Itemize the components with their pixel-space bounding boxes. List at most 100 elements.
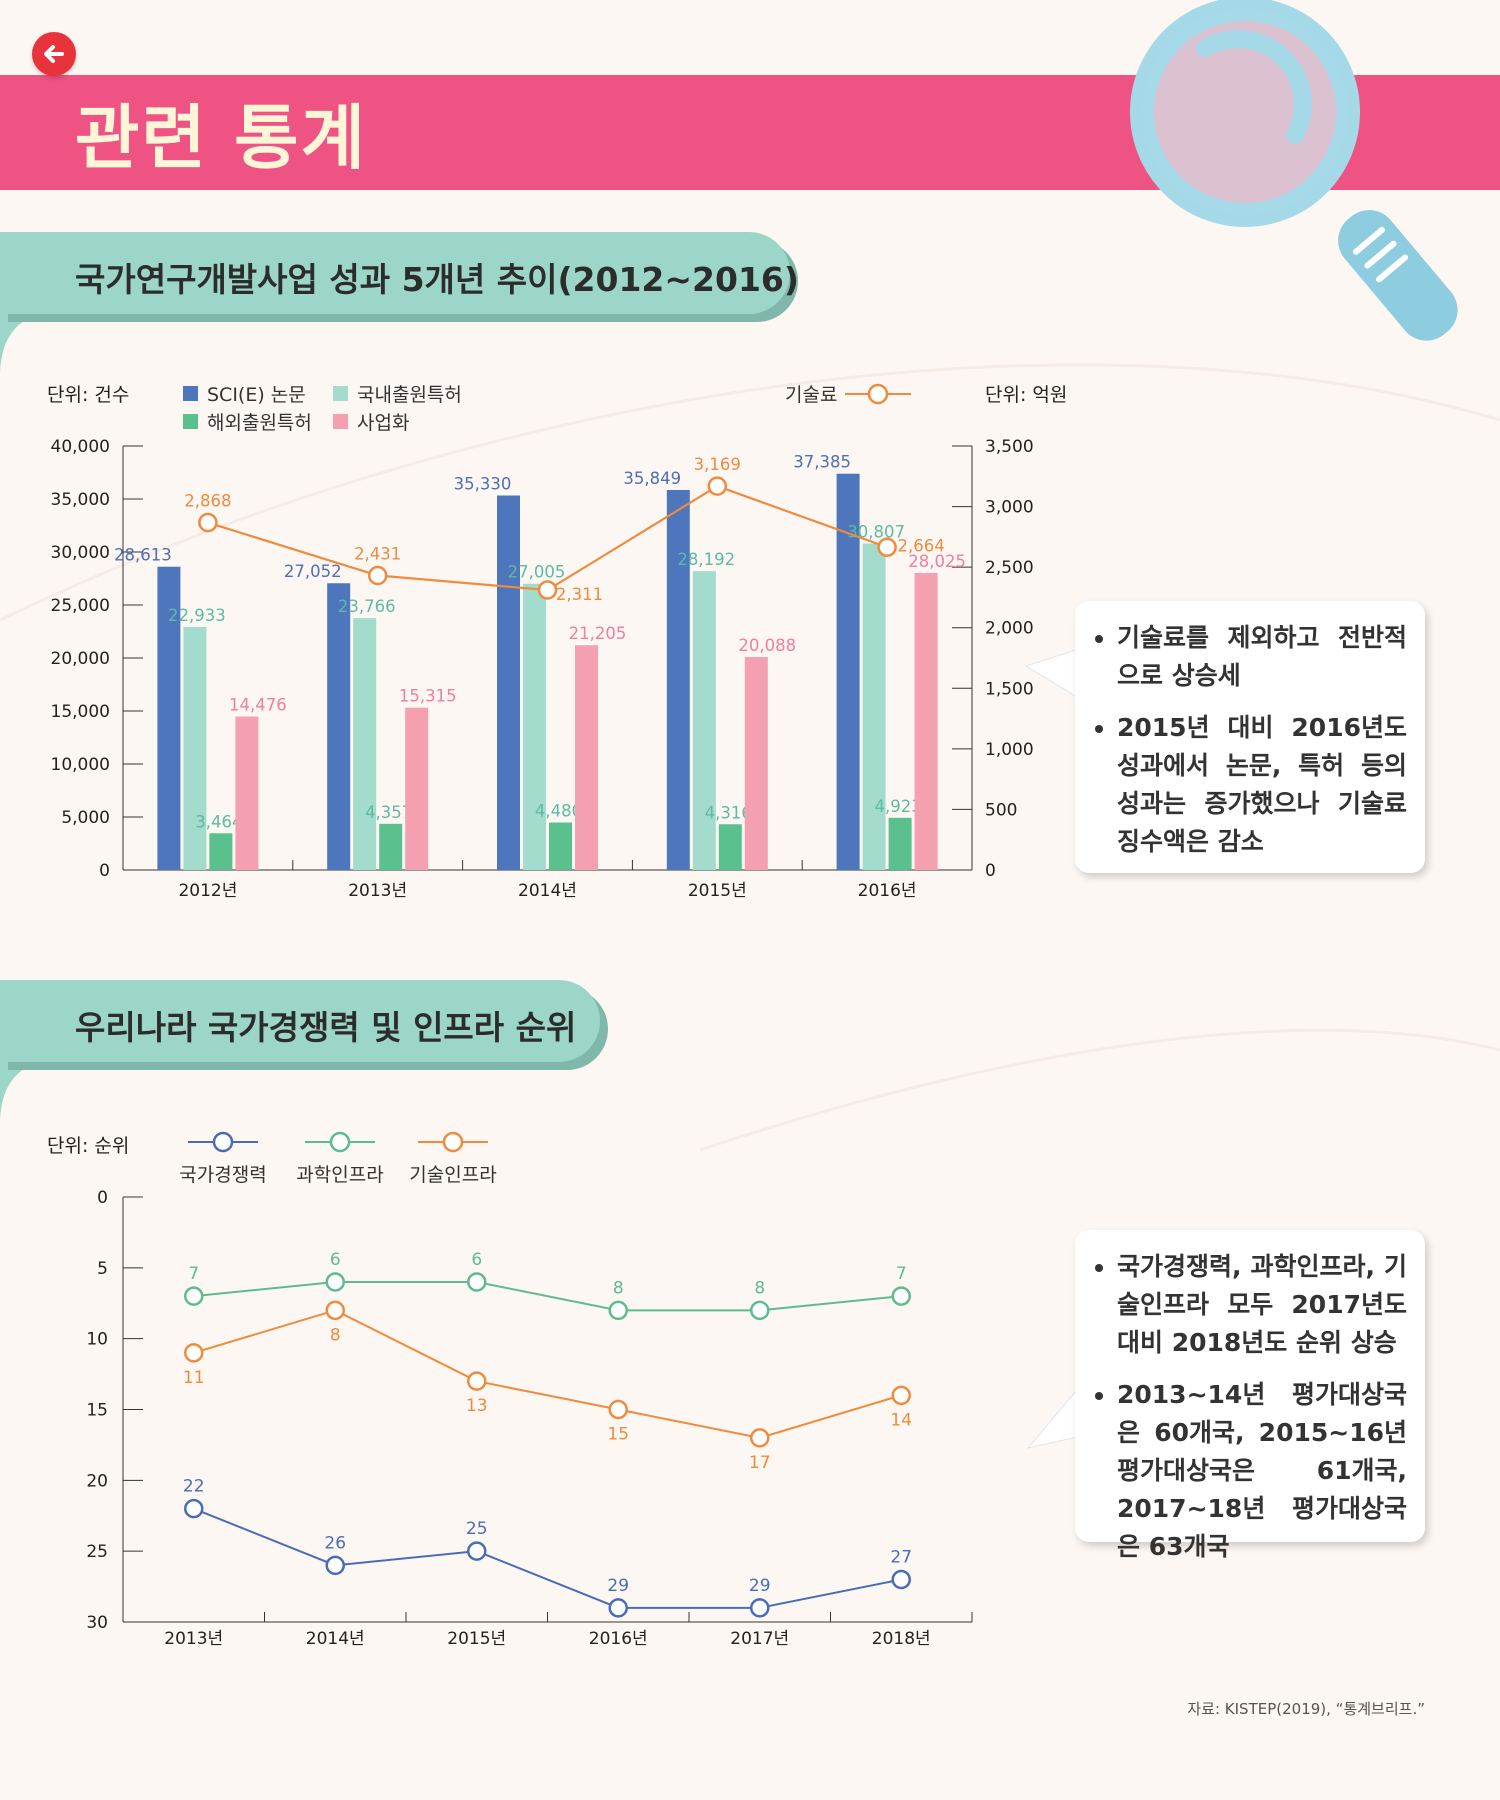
rank-point <box>750 1300 770 1321</box>
section-1-tab <box>0 232 790 314</box>
y-tick-label: 25,000 <box>51 596 110 616</box>
rank-point <box>325 1272 345 1292</box>
y-tick-label: 10 <box>86 1330 108 1350</box>
y-tick-label: 15 <box>86 1401 108 1421</box>
bar-value-label: 15,315 <box>399 687 457 706</box>
rank-value-label: 25 <box>466 1519 488 1539</box>
section-2-title: 우리나라 국가경쟁력 및 인프라 순위 <box>75 1008 577 1047</box>
callout-box-1: 기술료를 제외하고 전반적으로 상승세 2015년 대비 2016년도 성과에서… <box>1075 601 1425 873</box>
rank-value-label: 6 <box>330 1250 341 1270</box>
bar-value-label: 35,849 <box>623 469 681 488</box>
page-title: 관련 통계 <box>75 97 367 179</box>
bar-value-label: 35,330 <box>454 475 512 494</box>
bar <box>914 572 938 870</box>
y2-tick-label: 0 <box>985 861 996 881</box>
bar <box>157 566 181 870</box>
bar <box>575 645 598 870</box>
legend-royalty: 기술료 <box>785 380 912 407</box>
bar <box>718 824 742 870</box>
legend-label: 해외출원특허 <box>207 412 312 434</box>
legend-tech-marker <box>418 1131 488 1153</box>
rank-value-label: 14 <box>890 1410 912 1430</box>
bar <box>327 583 351 870</box>
legend-tech-infra: 기술인프라 <box>409 1164 497 1186</box>
royalty-value-label: 3,169 <box>694 455 741 474</box>
royalty-point <box>198 512 218 533</box>
x-tick-label: 2014년 <box>518 881 577 901</box>
royalty-value-label: 2,868 <box>184 492 231 511</box>
x-tick-label: 2017년 <box>730 1629 789 1649</box>
bar-value-label: 21,205 <box>569 624 627 643</box>
y-tick-label: 30,000 <box>51 543 110 563</box>
y-tick-label: 20,000 <box>51 649 110 669</box>
legend-competitiveness: 국가경쟁력 <box>179 1164 267 1186</box>
bar-value-label: 4,357 <box>365 803 412 822</box>
legend-line-marker <box>845 383 912 404</box>
legend-swatch <box>333 414 348 429</box>
rank-point <box>467 1371 487 1391</box>
rank-line <box>193 1507 902 1609</box>
magnifier-icon <box>1130 0 1458 341</box>
bar-value-label: 3,464 <box>195 812 242 831</box>
x-tick-label: 2016년 <box>589 1629 648 1649</box>
legend-label: 국내출원특허 <box>357 384 462 406</box>
callout-point: 2015년 대비 2016년도 성과에서 논문, 특허 등의 성과는 증가했으나… <box>1117 709 1407 861</box>
y-tick-label: 35,000 <box>51 490 110 510</box>
x-tick-label: 2012년 <box>178 881 237 901</box>
bar-value-label: 27,052 <box>284 562 342 581</box>
x-tick-label: 2015년 <box>688 881 747 901</box>
royalty-value-label: 2,311 <box>556 585 603 604</box>
y-tick-label: 5 <box>97 1259 108 1279</box>
rank-point <box>325 1300 345 1321</box>
rank-value-label: 8 <box>754 1278 765 1298</box>
bar <box>888 817 912 870</box>
y2-tick-label: 2,500 <box>985 558 1034 578</box>
rank-point <box>608 1598 628 1618</box>
unit-rank: 단위: 순위 <box>47 1135 130 1157</box>
y-tick-label: 10,000 <box>51 755 110 775</box>
rank-point <box>891 1286 911 1306</box>
bar-value-label: 4,316 <box>705 803 752 822</box>
y2-tick-label: 3,000 <box>985 498 1034 518</box>
bar-value-label: 22,933 <box>168 606 226 625</box>
bar-value-label: 20,088 <box>738 636 796 655</box>
rank-value-label: 22 <box>183 1477 205 1497</box>
rank-point <box>467 1541 487 1561</box>
legend-label: 사업화 <box>357 412 410 434</box>
bar-value-label: 28,025 <box>908 552 966 571</box>
section-1-title: 국가연구개발사업 성과 5개년 추이(2012~2016) <box>75 260 799 299</box>
legend-sci: SCI(E) 논문 <box>183 380 306 407</box>
rank-point <box>325 1555 345 1576</box>
rank-point <box>184 1498 204 1519</box>
bar <box>379 823 403 870</box>
y2-tick-label: 1,500 <box>985 679 1034 699</box>
unit-right: 단위: 억원 <box>985 384 1068 406</box>
bar-value-label: 23,766 <box>338 597 396 616</box>
bar <box>549 822 572 870</box>
bar <box>862 543 886 870</box>
unit-left: 단위: 건수 <box>47 384 130 406</box>
bar <box>497 495 520 870</box>
y-tick-label: 20 <box>86 1471 108 1491</box>
rank-value-label: 6 <box>471 1250 482 1270</box>
y-tick-label: 0 <box>97 1188 108 1208</box>
callout-tail <box>1026 1383 1082 1449</box>
rank-value-label: 7 <box>188 1264 199 1284</box>
source-note: 자료: KISTEP(2019), “통계브리프.” <box>1187 1700 1425 1718</box>
y-tick-label: 5,000 <box>61 808 110 828</box>
rank-point <box>608 1399 628 1420</box>
rank-value-label: 8 <box>613 1278 624 1298</box>
rank-value-label: 27 <box>890 1548 912 1568</box>
ranking-chart: 0 5 10 15 20 25 30 2013년 2014년 2015년 2016년 2017년 201… <box>86 1188 973 1649</box>
y-tick-label: 40,000 <box>51 437 110 457</box>
rank-value-label: 13 <box>466 1396 488 1416</box>
legend-swatch <box>183 414 198 429</box>
legend-science-marker <box>305 1131 375 1153</box>
bar <box>666 490 690 870</box>
y2-tick-label: 1,000 <box>985 740 1034 760</box>
bar <box>523 583 546 870</box>
back-button[interactable] <box>32 32 76 76</box>
y2-tick-label: 500 <box>985 800 1017 820</box>
callout-tail <box>1024 647 1082 701</box>
section-2-tab <box>0 980 600 1062</box>
